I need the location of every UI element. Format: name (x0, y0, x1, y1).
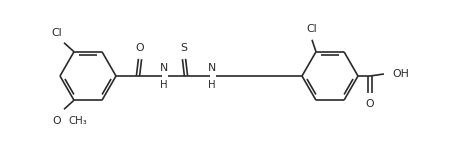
Text: OH: OH (392, 69, 409, 79)
Text: O: O (52, 116, 61, 126)
Text: Cl: Cl (307, 24, 317, 34)
Text: N: N (208, 63, 216, 73)
Text: O: O (135, 43, 144, 53)
Text: N: N (160, 63, 168, 73)
Text: CH₃: CH₃ (68, 116, 87, 126)
Text: Cl: Cl (52, 28, 62, 38)
Text: H: H (208, 80, 216, 90)
Text: S: S (180, 43, 187, 53)
Text: H: H (160, 80, 168, 90)
Text: O: O (366, 99, 374, 109)
